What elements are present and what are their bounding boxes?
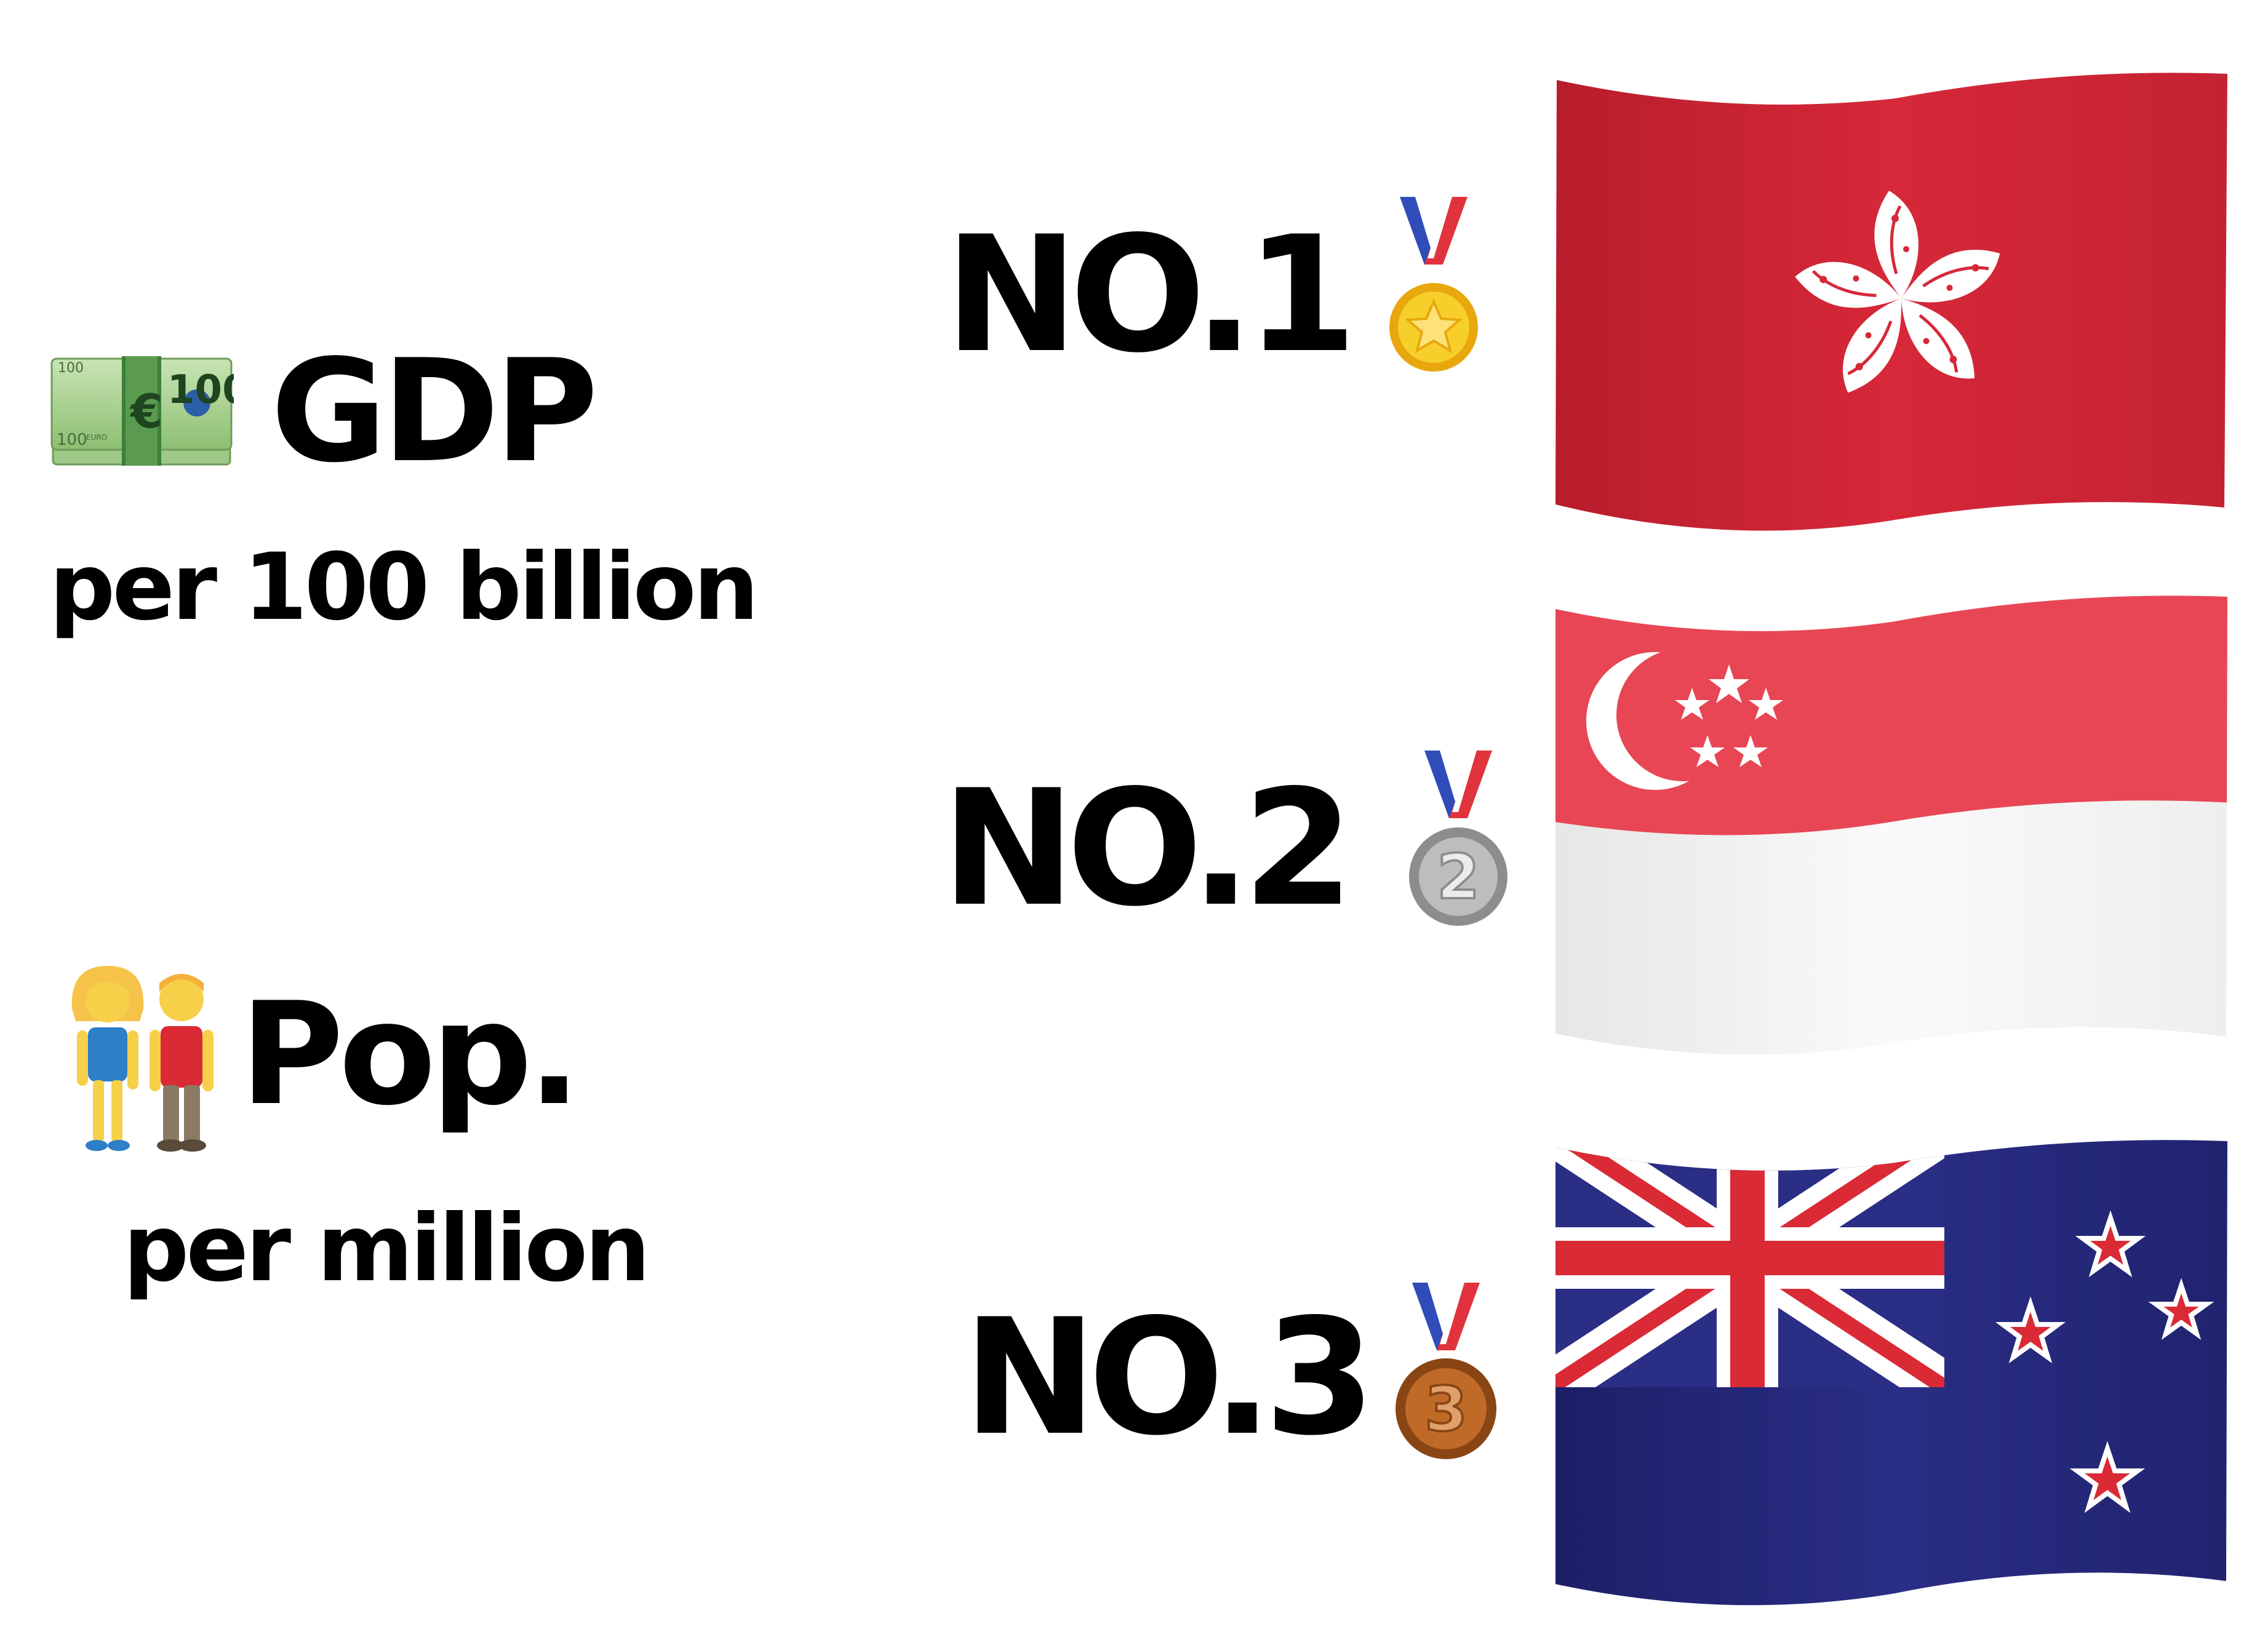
bronze-medal-icon: 3	[1394, 1283, 1504, 1461]
singapore-flag-icon	[1551, 584, 2234, 1064]
hong-kong-flag-icon	[1551, 62, 2234, 535]
rank-2-label: NO.2	[941, 756, 1354, 942]
svg-text:100: 100	[58, 360, 84, 376]
euro-banknote-icon: 100 € 100 100 EURO	[49, 354, 234, 471]
gold-medal-icon	[1381, 197, 1486, 375]
pop-subtitle: per million	[123, 1195, 650, 1302]
svg-text:2: 2	[1437, 841, 1480, 913]
couple-holding-hands-icon	[58, 960, 231, 1157]
svg-text:3: 3	[1424, 1373, 1467, 1445]
silver-medal-icon: 2	[1406, 751, 1517, 929]
gdp-title: GDP	[271, 330, 598, 494]
svg-text:€: €	[129, 384, 163, 439]
new-zealand-flag-icon	[1551, 1129, 2234, 1615]
svg-text:100: 100	[167, 367, 234, 413]
rank-3-label: NO.3	[963, 1285, 1376, 1471]
svg-text:100: 100	[57, 431, 87, 449]
gdp-subtitle: per 100 billion	[49, 534, 759, 641]
svg-text:EURO: EURO	[86, 433, 107, 442]
rank-1-label: NO.1	[944, 202, 1357, 388]
pop-title: Pop.	[240, 973, 581, 1137]
